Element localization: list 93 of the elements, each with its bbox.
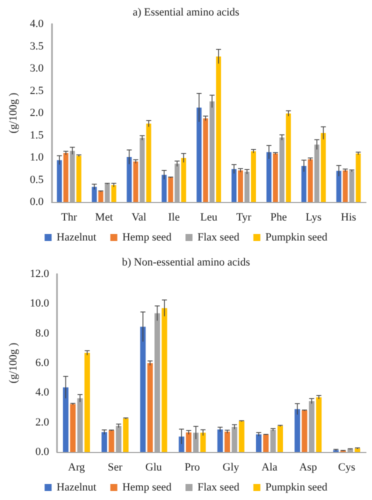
bar — [203, 118, 208, 202]
bar — [102, 432, 108, 452]
bar — [56, 160, 62, 202]
bar — [294, 409, 300, 452]
legend-label: Pumpkin seed — [265, 232, 328, 244]
x-tick-label: Glu — [145, 462, 162, 474]
chart-title: b) Non-essential amino acids — [122, 256, 250, 268]
bar — [342, 170, 348, 202]
bar — [216, 56, 222, 202]
bar — [70, 404, 76, 452]
x-tick-label: Cys — [338, 462, 356, 474]
bar — [336, 170, 342, 202]
bar — [302, 410, 308, 452]
bar — [98, 191, 104, 202]
bar — [126, 157, 132, 202]
y-tick-label: 2.0 — [30, 107, 44, 119]
x-tick-label: His — [340, 212, 356, 224]
x-tick-label: Ala — [262, 462, 278, 474]
x-tick-label: Val — [132, 212, 146, 224]
bar — [356, 153, 361, 202]
bar — [84, 352, 90, 452]
bar — [200, 432, 206, 452]
x-tick-label: Gly — [222, 462, 240, 474]
bar — [62, 387, 68, 452]
y-tick-label: 12.0 — [30, 268, 50, 280]
y-tick-label: 3.0 — [30, 62, 44, 74]
legend-label: Flax seed — [198, 232, 240, 244]
bar — [186, 432, 192, 452]
bar — [140, 326, 146, 452]
bar — [238, 421, 244, 452]
bar — [168, 178, 174, 202]
bar — [238, 170, 244, 202]
y-axis-title: (g/100g ) — [8, 342, 20, 384]
bar — [92, 186, 97, 202]
y-tick-label: 4.0 — [30, 18, 44, 30]
bar — [63, 153, 68, 202]
bar — [266, 152, 272, 202]
x-tick-label: Thr — [61, 212, 78, 224]
bar — [224, 432, 230, 452]
y-tick-label: 10.0 — [30, 298, 50, 310]
bar — [108, 430, 114, 452]
x-tick-label: Ser — [108, 462, 123, 474]
bar — [301, 166, 306, 202]
bar — [256, 434, 262, 452]
bar — [277, 426, 283, 452]
bar — [272, 153, 278, 202]
bar — [133, 162, 138, 202]
y-tick-label: 8.0 — [35, 327, 50, 340]
bar — [111, 185, 116, 202]
y-tick-label: 3.5 — [30, 40, 44, 52]
legend-label: Hemp seed — [122, 482, 172, 494]
bar — [286, 113, 291, 202]
legend-label: Flax seed — [198, 482, 240, 494]
y-tick-label: 1.5 — [30, 129, 44, 142]
y-tick-label: 1.0 — [30, 152, 44, 164]
x-tick-label: Met — [95, 212, 113, 224]
x-tick-label: Leu — [200, 212, 218, 224]
legend-label: Hazelnut — [56, 232, 96, 244]
bar — [263, 434, 269, 452]
bar — [178, 436, 184, 452]
y-tick-label: 0.0 — [30, 196, 44, 208]
y-axis-title: (g/100g ) — [8, 92, 20, 134]
bar — [308, 159, 313, 202]
bar — [217, 429, 223, 452]
legend-label: Pumpkin seed — [265, 482, 328, 494]
bar — [146, 124, 152, 202]
legend-label: Hemp seed — [122, 232, 172, 244]
bar — [147, 363, 153, 452]
y-tick-label: 0.0 — [35, 446, 50, 458]
x-tick-label: Pro — [184, 462, 200, 474]
y-tick-label: 4.0 — [35, 386, 50, 399]
bar — [181, 158, 186, 202]
bar — [316, 397, 322, 452]
bar — [76, 156, 82, 202]
x-tick-label: Phe — [270, 212, 288, 224]
bar — [123, 418, 129, 452]
bar — [162, 174, 167, 202]
bar — [232, 169, 237, 202]
y-tick-label: 0.5 — [30, 174, 44, 186]
bar — [162, 308, 168, 452]
x-tick-label: Arg — [68, 462, 86, 474]
bar — [320, 133, 326, 202]
legend-label: Hazelnut — [56, 482, 96, 494]
x-tick-label: Asp — [299, 462, 318, 474]
x-tick-label: Ile — [168, 212, 180, 224]
bar — [196, 108, 202, 202]
chart-title: a) Essential amino acids — [132, 6, 240, 18]
y-tick-label: 2.5 — [30, 84, 44, 97]
x-tick-label: Tyr — [236, 212, 252, 224]
y-tick-label: 2.0 — [35, 416, 50, 428]
bar — [250, 151, 256, 202]
y-tick-label: 6.0 — [35, 357, 50, 369]
x-tick-label: Lys — [306, 212, 322, 224]
